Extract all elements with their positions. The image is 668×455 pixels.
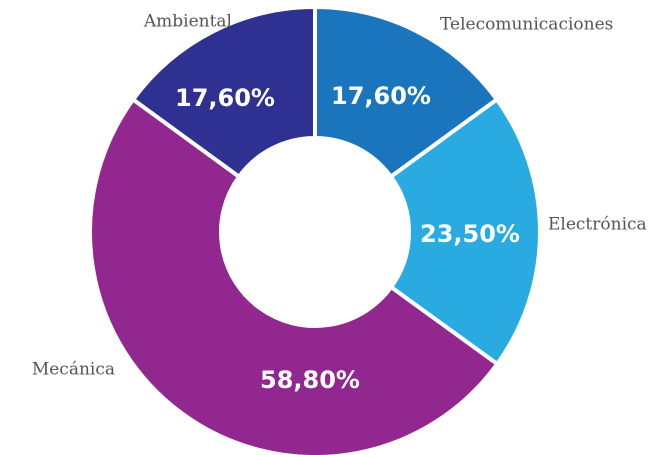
category-label: Electrónica [548, 215, 647, 235]
donut-slice [388, 96, 542, 367]
category-label: Telecomunicaciones [440, 15, 613, 35]
donut-slice [130, 4, 317, 180]
donut-slice [313, 4, 500, 180]
category-label: Ambiental [143, 12, 232, 32]
value-label: 23,50% [420, 220, 520, 248]
category-label: Mecánica [32, 360, 115, 380]
value-label: 58,80% [260, 366, 360, 394]
value-label: 17,60% [331, 82, 431, 110]
value-label: 17,60% [175, 84, 275, 112]
donut-slice [87, 96, 500, 455]
